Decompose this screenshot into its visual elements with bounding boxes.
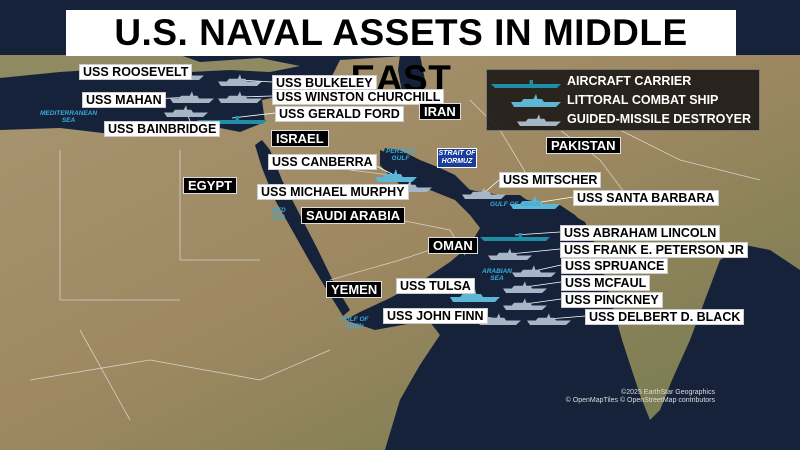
ship-label: USS SANTA BARBARA <box>573 190 719 206</box>
map-credits: ©2025 EarthStar Geographics © OpenMapTil… <box>545 389 715 405</box>
destroyer-icon <box>218 91 262 103</box>
ship-label: USS BULKELEY <box>272 75 377 91</box>
aircraft-carrier-icon <box>480 233 550 241</box>
destroyer-icon <box>503 298 547 310</box>
ship-label: USS ROOSEVELT <box>79 64 193 80</box>
water-body-label: GULF OF ADEN <box>340 316 369 330</box>
destroyer-icon <box>488 248 532 260</box>
legend-item-destroyer: GUIDED-MISSILE DESTROYER <box>487 110 759 128</box>
destroyer-icon <box>503 281 547 293</box>
ship-label: USS FRANK E. PETERSON JR <box>560 242 748 258</box>
legend-item-carrier: AIRCRAFT CARRIER <box>487 72 759 90</box>
littoral-combat-ship-icon <box>510 196 560 209</box>
leader-line <box>509 248 561 255</box>
country-label: YEMEN <box>326 281 383 298</box>
leader-line <box>514 231 561 236</box>
guided-missile-destroyer-icon <box>517 114 561 126</box>
ship-label: USS JOHN FINN <box>383 308 488 324</box>
littoral-combat-ship-icon <box>450 289 500 302</box>
credit-line: ©2025 EarthStar Geographics <box>621 389 715 396</box>
ship-label: USS TULSA <box>396 278 475 294</box>
legend-label: AIRCRAFT CARRIER <box>567 74 692 88</box>
littoral-combat-ship-icon <box>511 94 561 107</box>
water-body-label: PERSIAN GULF <box>386 148 415 162</box>
ship-label: USS CANBERRA <box>268 154 377 170</box>
borders <box>29 99 761 421</box>
water-body-label: GULF OF OMAN <box>490 201 541 208</box>
ship-label: USS MITSCHER <box>499 172 602 188</box>
destroyer-icon <box>512 265 556 277</box>
aircraft-carrier-icon <box>491 80 561 88</box>
water-body-label: RED SEA <box>272 207 286 221</box>
country-label: ISRAEL <box>271 130 329 147</box>
ship-label: USS WINSTON CHURCHILL <box>272 89 445 105</box>
leader-line <box>524 298 562 305</box>
destroyer-icon <box>170 91 214 103</box>
destroyer-icon <box>527 313 571 325</box>
legend: AIRCRAFT CARRIER LITTORAL COMBAT SHIP GU… <box>486 69 760 131</box>
country-label: OMAN <box>428 237 478 254</box>
ship-label: USS SPRUANCE <box>561 258 669 274</box>
strait-of-hormuz-label: STRAIT OF HORMUZ <box>437 148 477 168</box>
credit-line: © OpenMapTiles © OpenStreetMap contribut… <box>565 397 715 404</box>
ship-label: USS GERALD FORD <box>275 106 404 122</box>
country-label: PAKISTAN <box>546 137 621 154</box>
water-body-label: MEDITERRANEAN SEA <box>40 110 98 124</box>
country-label: EGYPT <box>183 177 238 194</box>
leader-line <box>483 179 500 194</box>
ship-label: USS BAINBRIDGE <box>104 121 221 137</box>
destroyer-icon <box>462 187 506 199</box>
littoral-ship-shape <box>511 94 561 107</box>
ship-label: USS MICHAEL MURPHY <box>257 184 409 200</box>
caspian-sea <box>398 55 425 100</box>
legend-item-littoral: LITTORAL COMBAT SHIP <box>487 91 759 109</box>
destroyer-icon <box>477 313 521 325</box>
ship-label: USS MAHAN <box>82 92 166 108</box>
country-label: SAUDI ARABIA <box>301 207 406 224</box>
ship-label: USS PINCKNEY <box>561 292 663 308</box>
destroyer-ship-shape <box>517 114 561 126</box>
ship-label: USS ABRAHAM LINCOLN <box>560 225 721 241</box>
leader-line <box>524 281 562 288</box>
water-body-label: ARABIAN SEA <box>482 268 512 282</box>
legend-label: GUIDED-MISSILE DESTROYER <box>567 112 752 126</box>
littoral-combat-ship-icon <box>375 169 417 182</box>
country-label: IRAN <box>419 103 461 120</box>
destroyer-icon <box>164 105 208 117</box>
destroyer-icon <box>218 74 262 86</box>
leader-line <box>231 112 276 119</box>
carrier-ship-shape <box>491 80 561 88</box>
ship-label: USS MCFAUL <box>561 275 651 291</box>
bay-of-bengal <box>680 250 800 450</box>
legend-label: LITTORAL COMBAT SHIP <box>567 93 719 107</box>
ship-label: USS DELBERT D. BLACK <box>585 309 745 325</box>
page-title: U.S. NAVAL ASSETS IN MIDDLE EAST <box>66 10 736 99</box>
leader-line <box>548 315 586 320</box>
